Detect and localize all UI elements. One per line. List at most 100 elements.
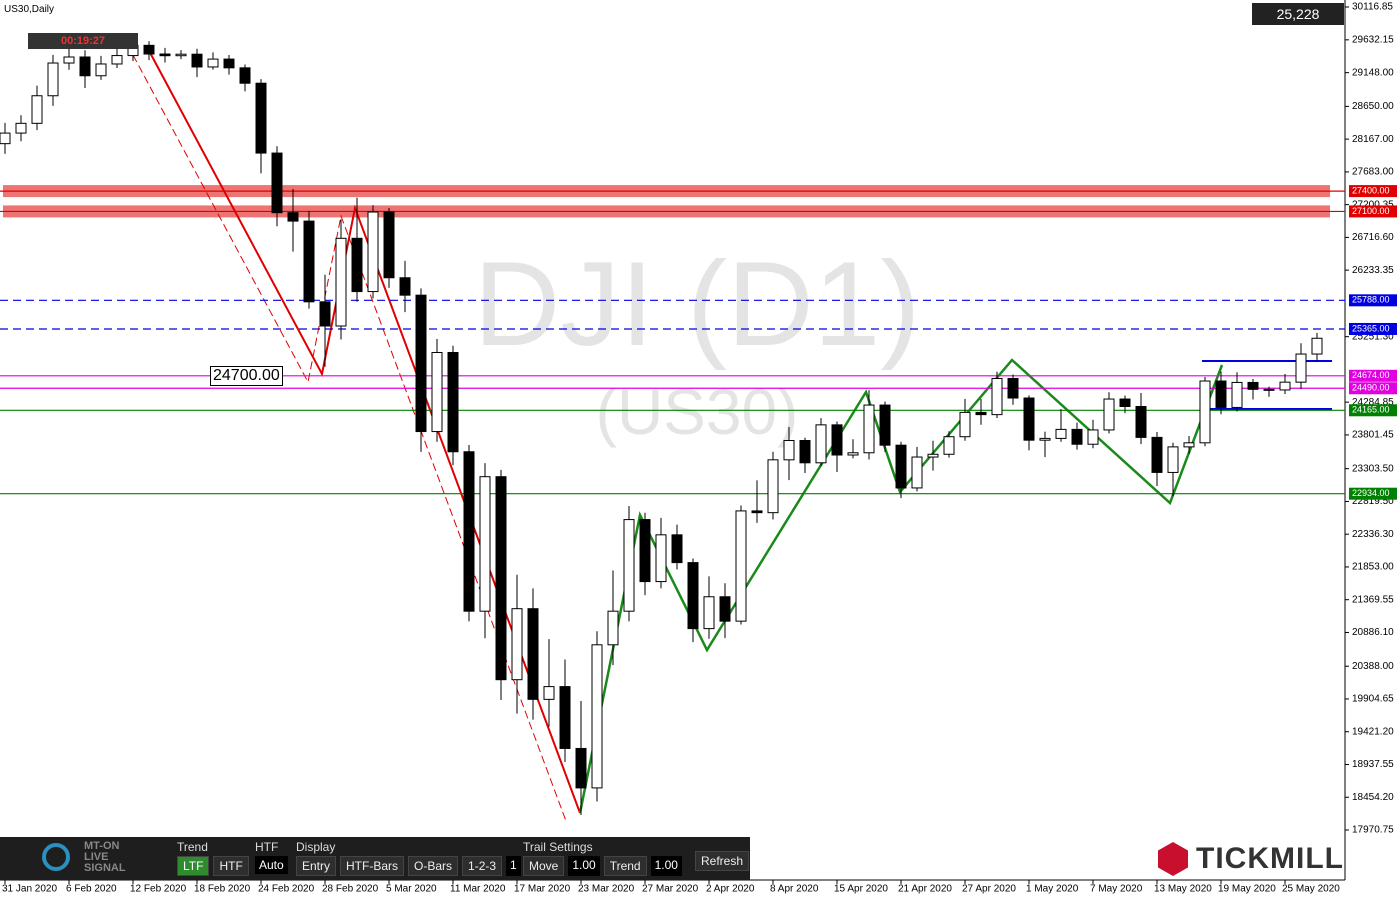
candle-body — [1183, 442, 1195, 448]
x-tick-label: 19 May 2020 — [1218, 884, 1276, 895]
brand: TICKMILL — [1158, 840, 1344, 878]
candle-body — [943, 436, 955, 455]
y-tick-label: 24284.85 — [1352, 397, 1394, 408]
x-tick-label: 27 Mar 2020 — [642, 884, 699, 895]
candle-body — [0, 132, 11, 145]
candle-body — [815, 424, 827, 464]
candle-body — [1279, 381, 1291, 391]
htf-bars-button[interactable]: HTF-Bars — [340, 856, 405, 876]
candle-body — [431, 351, 443, 433]
candle-body — [495, 476, 507, 681]
y-tick-label: 29632.15 — [1352, 34, 1394, 45]
move-value[interactable]: 1.00 — [568, 856, 600, 876]
x-tick-label: 13 May 2020 — [1154, 884, 1212, 895]
y-tick-label: 18454.20 — [1352, 792, 1394, 803]
x-tick-label: 15 Apr 2020 — [834, 884, 888, 895]
candle-body — [1135, 405, 1147, 438]
candle-body — [255, 82, 267, 154]
candle-body — [175, 53, 187, 57]
candle-body — [383, 211, 395, 279]
x-tick-label: 6 Feb 2020 — [66, 884, 117, 895]
candle-body — [399, 277, 411, 296]
candle-body — [607, 610, 619, 646]
y-tick-label: 29148.00 — [1352, 67, 1394, 78]
candle-body — [1007, 378, 1019, 399]
candle-body — [991, 378, 1003, 416]
logo: MT-ON LIVE SIGNAL — [40, 841, 150, 877]
y-tick-label: 27200.35 — [1352, 199, 1394, 210]
o-bars-button[interactable]: O-Bars — [408, 856, 459, 876]
y-tick-label: 19421.20 — [1352, 726, 1394, 737]
level-label-bg — [1349, 185, 1397, 198]
level-label: 27100.00 — [1352, 206, 1390, 216]
candle-body — [527, 608, 539, 700]
level-label: 25788.00 — [1352, 295, 1390, 305]
x-tick-label: 27 Apr 2020 — [962, 884, 1016, 895]
level-label-bg — [1349, 369, 1397, 382]
candle-body — [239, 67, 251, 84]
refresh-button[interactable]: Refresh — [695, 851, 750, 871]
level-label: 25365.00 — [1352, 323, 1390, 333]
candle-body — [1311, 337, 1323, 355]
logo-text: LIVE — [84, 851, 109, 863]
y-tick-label: 23801.45 — [1352, 430, 1394, 441]
htf-value[interactable]: Auto — [255, 856, 288, 874]
candle-body — [1263, 388, 1275, 391]
candle-body — [687, 562, 699, 630]
candle-body — [319, 301, 331, 327]
count-value[interactable]: 1 — [506, 856, 521, 876]
123-button[interactable]: 1-2-3 — [462, 856, 503, 876]
candle-body — [287, 212, 299, 222]
trend-value[interactable]: 1.00 — [650, 856, 682, 876]
y-tick-label: 20388.00 — [1352, 661, 1394, 672]
candle-body — [511, 608, 523, 681]
level-label: 24674.00 — [1352, 370, 1390, 380]
level-label: 27400.00 — [1352, 185, 1390, 195]
candle-body — [575, 747, 587, 789]
x-tick-label: 18 Feb 2020 — [194, 884, 251, 895]
level-label: 22934.00 — [1352, 488, 1390, 498]
x-tick-label: 12 Feb 2020 — [130, 884, 187, 895]
candle-body — [207, 58, 219, 68]
level-label-bg — [1349, 294, 1397, 307]
candle-body — [1167, 446, 1179, 473]
candle-body — [559, 686, 571, 749]
entry-button[interactable]: Entry — [296, 856, 337, 876]
htf-button[interactable]: HTF — [213, 856, 249, 876]
candle-body — [975, 411, 987, 416]
y-tick-label: 18937.55 — [1352, 759, 1394, 770]
candle-body — [1103, 398, 1115, 431]
x-tick-label: 31 Jan 2020 — [2, 884, 57, 895]
candle-body — [911, 456, 923, 489]
candle-body — [623, 519, 635, 612]
candle-body — [719, 596, 731, 622]
level-label-bg — [1349, 205, 1397, 218]
y-tick-label: 28650.00 — [1352, 101, 1394, 112]
x-tick-label: 11 Mar 2020 — [450, 884, 506, 895]
brand-name: TICKMILL — [1196, 842, 1344, 875]
candle-body — [639, 519, 651, 583]
move-button[interactable]: Move — [523, 856, 565, 876]
level-label-bg — [1349, 404, 1397, 417]
y-tick-label: 17970.75 — [1352, 825, 1394, 836]
candle-body — [879, 404, 891, 446]
price-annotation: 24700.00 — [210, 366, 283, 386]
x-tick-label: 17 Mar 2020 — [514, 884, 571, 895]
candle-body — [463, 451, 475, 612]
candle-body — [367, 211, 379, 293]
candle-body — [1151, 436, 1163, 473]
trend-button[interactable]: Trend — [603, 856, 647, 876]
candle-body — [1087, 429, 1099, 445]
candle-body — [655, 534, 667, 583]
level-label-bg — [1349, 322, 1397, 335]
ltf-button[interactable]: LTF — [177, 856, 210, 876]
candle-body — [591, 644, 603, 789]
y-tick-label: 19904.65 — [1352, 694, 1394, 705]
candle-body — [95, 63, 107, 77]
candle-body — [895, 444, 907, 489]
current-price: 25,228 — [1252, 3, 1344, 25]
y-tick-label: 26716.60 — [1352, 232, 1394, 243]
candle-body — [847, 452, 859, 456]
